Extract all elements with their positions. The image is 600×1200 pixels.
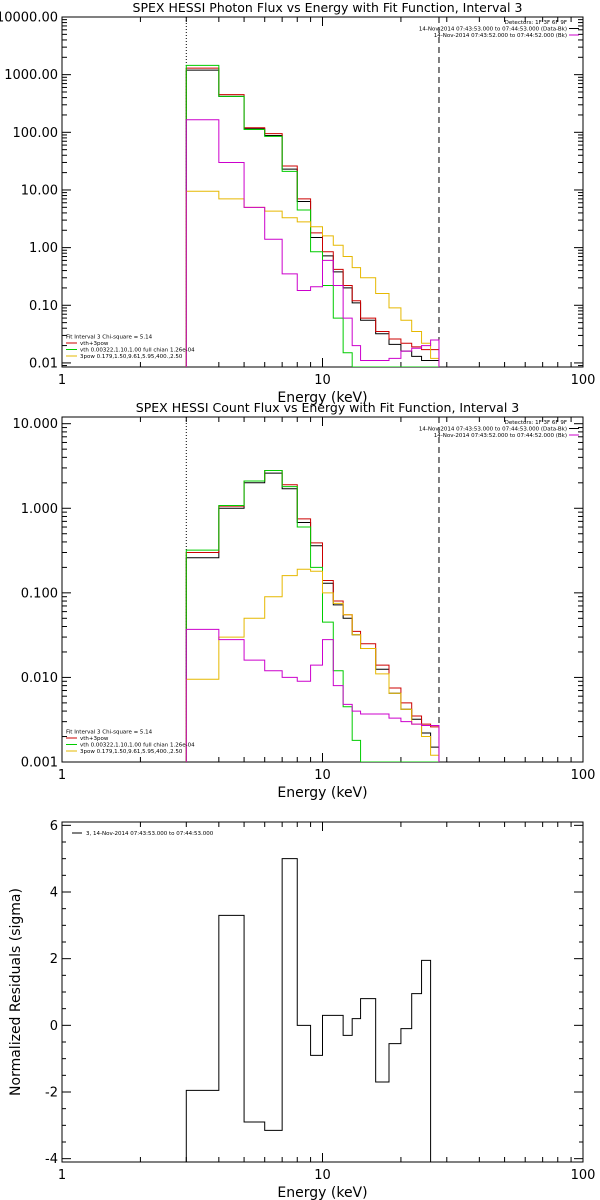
y-tick-label: 1.00 <box>29 241 58 256</box>
y-tick-label: -2 <box>45 1086 58 1101</box>
y-tick-label: 4 <box>50 886 58 901</box>
y-tick-label: 0.10 <box>29 299 58 314</box>
series-line-1 <box>185 67 440 367</box>
series-line-0 <box>185 858 439 1162</box>
x-tick-label: 10 <box>314 1168 331 1183</box>
fit-legend-entry: vth+3pow <box>80 736 109 742</box>
x-tick-label: 100 <box>571 373 596 388</box>
fit-legend-entry: 3pow 0.179,1.50,9.61,5.95,400.,2.50 <box>80 749 183 755</box>
series-line-2 <box>185 469 439 762</box>
series-line-3 <box>185 568 440 762</box>
chart-title: SPEX HESSI Photon Flux vs Energy with Fi… <box>133 0 523 15</box>
x-tick-label: 10 <box>314 768 331 783</box>
count-flux-panel: SPEX HESSI Count Flux vs Energy with Fit… <box>13 400 596 801</box>
legend-entry: 14-Nov-2014 07:43:53.000 to 07:44:53.000… <box>419 427 567 433</box>
fit-legend-entry: vth+3pow <box>80 341 109 347</box>
chart-title: SPEX HESSI Count Flux vs Energy with Fit… <box>136 400 519 415</box>
plot-frame <box>61 821 584 1163</box>
series-line-2 <box>185 64 439 367</box>
y-tick-label: 6 <box>50 819 58 834</box>
fit-legend-entry: vth 0.00322,1.10,1.00 full chian 1.26e-0… <box>80 743 195 749</box>
y-tick-label: 0.100 <box>21 586 58 601</box>
x-tick-label: 1 <box>58 768 66 783</box>
y-tick-label: 1.000 <box>21 502 58 517</box>
x-axis-label: Energy (keV) <box>277 390 367 406</box>
y-axis-label: Normalized Residuals (sigma) <box>8 888 24 1096</box>
legend-entry: 14-Nov-2014 07:43:52.000 to 07:44:52.000… <box>434 33 567 39</box>
y-tick-label: 100.00 <box>13 126 59 141</box>
photon-flux-panel: SPEX HESSI Photon Flux vs Energy with Fi… <box>0 0 595 406</box>
x-axis-label: Energy (keV) <box>277 1185 367 1200</box>
fit-legend-entry: vth 0.00322,1.10,1.00 full chian 1.26e-0… <box>80 348 195 354</box>
legend-entry: Detectors: 1F 3F 6F 9F <box>505 20 567 26</box>
fit-legend-entry: Fit Interval 3 Chi-square = 5.14 <box>66 335 153 341</box>
legend-entry: 14-Nov-2014 07:43:52.000 to 07:44:52.000… <box>434 433 567 439</box>
series-line-0 <box>185 69 440 367</box>
y-tick-label: 1000.00 <box>4 68 58 83</box>
series-line-4 <box>185 628 440 762</box>
fit-legend-entry: Fit Interval 3 Chi-square = 5.14 <box>66 730 153 736</box>
y-tick-label: 10000.00 <box>0 11 58 26</box>
y-tick-label: 2 <box>50 952 58 967</box>
y-tick-label: 0.010 <box>21 671 58 686</box>
legend-entry: Detectors: 1F 3F 6F 9F <box>505 420 567 426</box>
plot-frame <box>61 16 584 368</box>
legend-entry: 14-Nov-2014 07:43:53.000 to 07:44:53.000… <box>419 27 567 33</box>
y-tick-label: 0 <box>50 1019 58 1034</box>
x-tick-label: 100 <box>571 768 596 783</box>
x-tick-label: 1 <box>58 1168 66 1183</box>
y-tick-label: -4 <box>45 1152 58 1167</box>
y-tick-label: 0.001 <box>21 756 58 771</box>
x-tick-label: 100 <box>571 1168 596 1183</box>
legend-entry: 3, 14-Nov-2014 07:43:53.000 to 07:44:53.… <box>86 831 214 837</box>
x-tick-label: 1 <box>58 373 66 388</box>
x-tick-label: 10 <box>314 373 331 388</box>
y-tick-label: 10.000 <box>13 417 59 432</box>
series-line-4 <box>185 119 440 367</box>
y-tick-label: 0.01 <box>29 356 58 371</box>
fit-legend-entry: 3pow 0.179,1.50,9.61,5.95,400.,2.50 <box>80 354 183 360</box>
residuals-panel: 1 10 100 -4 -2 0 2 4 6 Energy (keV) Normalized Res… <box>8 819 595 1200</box>
x-axis-label: Energy (keV) <box>277 785 367 801</box>
y-tick-label: 10.00 <box>21 183 58 198</box>
